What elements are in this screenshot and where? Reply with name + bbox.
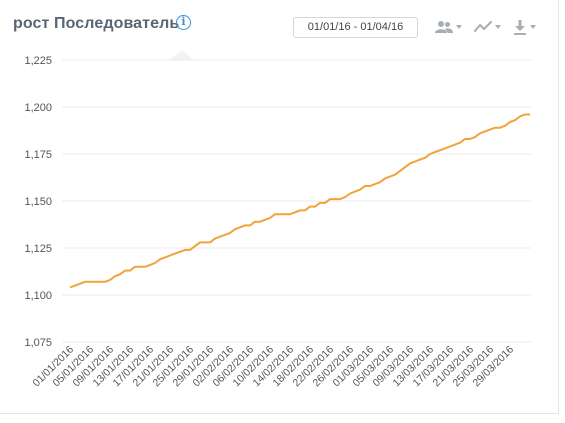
tooltip-pointer	[170, 50, 194, 60]
y-tick-label: 1,125	[24, 243, 52, 255]
series-group	[69, 113, 530, 289]
info-icon[interactable]: i	[176, 15, 191, 30]
y-tick-label: 1,150	[24, 196, 52, 208]
series-line	[69, 113, 530, 289]
y-tick-label: 1,225	[24, 55, 52, 67]
chevron-down-icon	[530, 25, 536, 29]
line-chart-icon	[474, 21, 492, 32]
chevron-down-icon	[495, 25, 501, 29]
users-icon	[435, 21, 453, 33]
download-icon	[514, 19, 526, 35]
chart-type-button[interactable]	[474, 18, 501, 36]
y-tick-label: 1,175	[24, 149, 52, 161]
y-tick-label: 1,075	[24, 337, 52, 349]
y-tick-label: 1,200	[24, 102, 52, 114]
grid	[62, 59, 531, 343]
chart-title: рост Последователь	[13, 15, 180, 32]
y-tick-label: 1,100	[24, 290, 52, 302]
users-filter-button[interactable]	[435, 18, 462, 36]
download-button[interactable]	[513, 18, 536, 36]
x-axis: 01/01/201605/01/201609/01/201613/01/2016…	[30, 344, 516, 390]
chevron-down-icon	[456, 25, 462, 29]
y-axis: 1,075 1,100 1,125 1,150 1,175 1,200 1,225	[24, 55, 52, 349]
chart-card: рост Последователь i 01/01/16 - 01/04/16	[0, 0, 559, 414]
chart-header: рост Последователь i 01/01/16 - 01/04/16	[0, 0, 559, 50]
date-range-picker[interactable]: 01/01/16 - 01/04/16	[293, 17, 418, 38]
line-chart: 1,075 1,100 1,125 1,150 1,175 1,200 1,225 01/0…	[24, 55, 531, 390]
